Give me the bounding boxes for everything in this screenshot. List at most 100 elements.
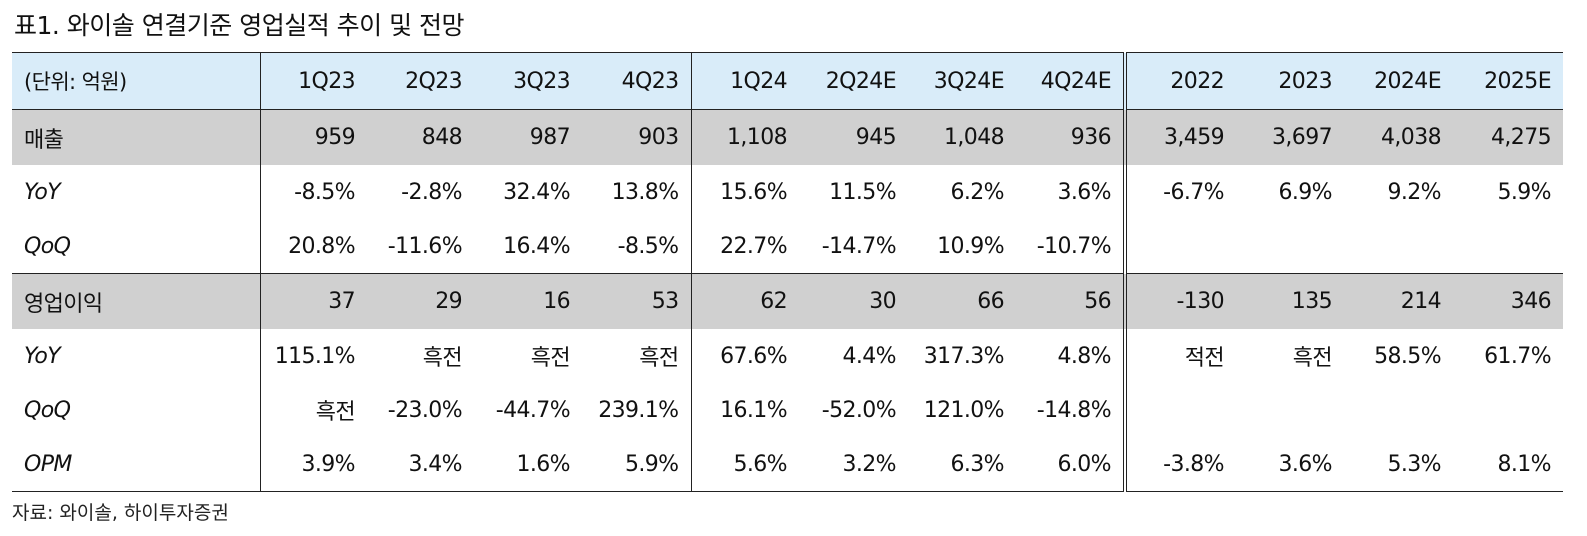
cell: 9.2% (1387, 179, 1442, 205)
column-header: 2025E (1453, 52, 1563, 110)
cell: -8.5% (259, 165, 367, 219)
row-label: OPM (24, 451, 72, 477)
cell: -10.7% (1016, 219, 1125, 274)
cell: 32.4% (503, 179, 570, 205)
unit-label: (단위: 억원) (12, 52, 260, 110)
cell: -6.7% (1123, 165, 1236, 219)
cell: 5.9% (625, 451, 679, 477)
earnings-table: (단위: 억원) 1Q23 2Q23 3Q23 4Q23 1Q24 2Q24E … (12, 52, 1563, 492)
table-row: 매출 959 848 987 903 1,108 945 1,048 936 3… (12, 109, 1563, 165)
cell: 61.7% (1484, 343, 1551, 369)
cell: 흑전 (259, 383, 367, 437)
cell: 6.9% (1278, 179, 1333, 205)
column-header: 1Q23 (259, 52, 367, 110)
cell: 945 (799, 109, 908, 165)
cell: -3.8% (1123, 437, 1236, 492)
column-header: 2Q23 (367, 52, 474, 110)
cell: 흑전 (422, 346, 463, 371)
cell (1123, 219, 1236, 274)
cell: -23.0% (387, 397, 463, 423)
cell: 959 (259, 109, 367, 165)
cell: 58.5% (1374, 343, 1441, 369)
cell: 214 (1344, 273, 1453, 329)
cell: 흑전 (639, 346, 679, 371)
table-row: QoQ 20.8% -11.6% 16.4% -8.5% 22.7% -14.7… (12, 219, 1563, 274)
cell: 5.9% (1497, 179, 1552, 205)
row-label: YoY (24, 179, 61, 205)
cell: 37 (259, 273, 367, 329)
cell: 22.7% (690, 219, 799, 274)
cell: 346 (1453, 273, 1563, 329)
column-header: 2022 (1123, 52, 1236, 110)
cell: 239.1% (598, 397, 679, 423)
cell (1344, 219, 1453, 274)
cell (1453, 219, 1563, 274)
cell: 3.2% (842, 451, 897, 477)
cell: -11.6% (367, 219, 474, 274)
cell: 3,459 (1123, 109, 1236, 165)
cell: 6.2% (950, 179, 1005, 205)
cell: 1.6% (516, 451, 571, 477)
column-header: 2023 (1236, 52, 1344, 110)
table-row: YoY 115.1% 흑전 흑전 흑전 67.6% 4.4% 317.3% 4.… (12, 329, 1563, 383)
column-header: 3Q24E (908, 52, 1016, 110)
cell: -8.5% (582, 219, 691, 274)
cell: 3.4% (408, 451, 463, 477)
cell: 115.1% (259, 329, 367, 383)
source-note: 자료: 와이솔, 하이투자증권 (12, 502, 229, 524)
cell: 3.6% (1278, 451, 1333, 477)
table-row: OPM 3.9% 3.4% 1.6% 5.9% 5.6% 3.2% 6.3% 6… (12, 437, 1563, 492)
cell: 10.9% (908, 219, 1016, 274)
cell: 15.6% (690, 165, 799, 219)
cell: 4,038 (1344, 109, 1453, 165)
row-label: YoY (24, 343, 61, 369)
column-header: 3Q23 (474, 52, 582, 110)
cell: 흑전 (530, 346, 571, 371)
table-row: 영업이익 37 29 16 53 62 30 66 56 -130 135 21… (12, 273, 1563, 329)
column-header: 4Q23 (582, 52, 691, 110)
cell: 1,108 (690, 109, 799, 165)
cell: 66 (908, 273, 1016, 329)
cell: -130 (1123, 273, 1236, 329)
column-header: 4Q24E (1016, 52, 1125, 110)
row-label: QoQ (12, 219, 260, 274)
table-row: YoY -8.5% -2.8% 32.4% 13.8% 15.6% 11.5% … (12, 165, 1563, 219)
row-label: QoQ (24, 397, 71, 423)
cell: 6.3% (950, 451, 1005, 477)
cell: 6.0% (1057, 451, 1112, 477)
cell: 121.0% (923, 397, 1005, 423)
cell (1453, 383, 1563, 437)
cell: 13.8% (611, 179, 679, 205)
cell: -2.8% (401, 179, 462, 205)
cell: 4,275 (1453, 109, 1563, 165)
cell (1236, 219, 1344, 274)
cell (1344, 383, 1453, 437)
cell: 56 (1016, 273, 1125, 329)
cell: 적전 (1123, 329, 1236, 383)
cell: 20.8% (259, 219, 367, 274)
cell (1236, 383, 1344, 437)
cell: 16 (474, 273, 582, 329)
cell: 848 (367, 109, 474, 165)
cell: 16.1% (690, 383, 799, 437)
cell: 5.3% (1387, 451, 1442, 477)
cell: 62 (690, 273, 799, 329)
cell: 53 (582, 273, 691, 329)
cell: 29 (367, 273, 474, 329)
cell: -44.7% (495, 397, 571, 423)
cell: 3.9% (259, 437, 367, 492)
cell: 317.3% (923, 343, 1005, 369)
table-title: 표1. 와이솔 연결기준 영업실적 추이 및 전망 (14, 11, 465, 40)
cell: 903 (582, 109, 691, 165)
cell: 4.4% (842, 343, 897, 369)
cell: 16.4% (474, 219, 582, 274)
cell: 흑전 (1292, 346, 1333, 371)
cell: 11.5% (829, 179, 896, 205)
cell: -14.7% (799, 219, 908, 274)
cell: -14.8% (1036, 397, 1112, 423)
cell: 135 (1236, 273, 1344, 329)
cell: -52.0% (821, 397, 897, 423)
row-label: 매출 (12, 109, 260, 165)
cell: 3.6% (1057, 179, 1112, 205)
cell: 3,697 (1236, 109, 1344, 165)
